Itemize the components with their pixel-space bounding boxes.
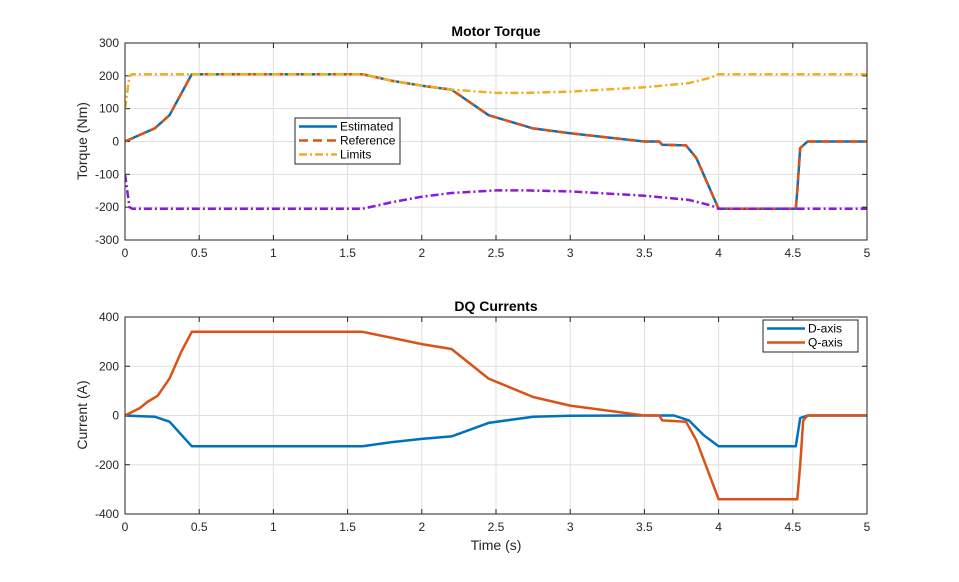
x-tick-label: 4 (715, 246, 722, 260)
y-tick-label: -400 (95, 507, 119, 521)
legend-label: Limits (340, 148, 371, 162)
x-tick-label: 2 (418, 520, 425, 534)
x-tick-label: 1 (270, 520, 277, 534)
y-tick-label: -200 (95, 200, 119, 214)
y-tick-label: -200 (95, 458, 119, 472)
series-line-reference (125, 72, 867, 211)
currents-title: DQ Currents (454, 298, 537, 314)
currents-ylabel: Current (A) (74, 380, 90, 449)
x-tick-label: 0.5 (191, 520, 208, 534)
axes-box (124, 316, 868, 515)
torque-axes: Motor Torque Torque (Nm) 0 0.5 1 1.5 2 2.5 3 3.… (74, 23, 871, 260)
x-tick-label: 1.5 (339, 246, 356, 260)
torque-ylabel: Torque (Nm) (74, 102, 90, 180)
x-tick-label: 4.5 (784, 520, 801, 534)
x-tick-label: 2.5 (488, 520, 505, 534)
x-tick-label: 1.5 (339, 520, 356, 534)
legend-label: Estimated (340, 120, 393, 134)
x-tick-label: 2.5 (488, 246, 505, 260)
y-tick-label: 400 (99, 310, 119, 324)
y-tick-label: 300 (99, 36, 119, 50)
y-tick-label: 0 (112, 135, 119, 149)
x-tick-label: 3.5 (636, 520, 653, 534)
x-tick-label: 5 (864, 520, 871, 534)
x-tick-label: 3 (567, 520, 574, 534)
y-tick-label: 200 (99, 359, 119, 373)
legend-label: D-axis (808, 322, 842, 336)
x-tick-label: 0.5 (191, 246, 208, 260)
x-tick-label: 4 (715, 520, 722, 534)
torque-title: Motor Torque (451, 23, 540, 39)
y-tick-label: 100 (99, 102, 119, 116)
x-tick-label: 0 (122, 246, 129, 260)
series-line-q-axis (125, 330, 867, 501)
x-tick-label: 5 (864, 246, 871, 260)
y-tick-label: -300 (95, 233, 119, 247)
currents-xlabel: Time (s) (471, 537, 522, 553)
x-tick-label: 4.5 (784, 246, 801, 260)
series-line-d-axis (125, 414, 867, 448)
legend-label: Reference (340, 134, 396, 148)
axes-box (124, 42, 868, 241)
series-line-lower-limit (125, 174, 867, 211)
x-tick-label: 3.5 (636, 246, 653, 260)
x-tick-label: 3 (567, 246, 574, 260)
legend-box (762, 319, 859, 353)
x-tick-label: 1 (270, 246, 277, 260)
currents-axes: DQ Currents Current (A) Time (s) 0 0.5 1 1.… (74, 298, 871, 553)
y-tick-label: 200 (99, 69, 119, 83)
x-tick-label: 2 (418, 246, 425, 260)
x-tick-label: 0 (122, 520, 129, 534)
legend-label: Q-axis (808, 336, 843, 350)
series-line-limits (125, 72, 867, 109)
y-tick-label: -100 (95, 167, 119, 181)
y-tick-label: 0 (112, 409, 119, 423)
